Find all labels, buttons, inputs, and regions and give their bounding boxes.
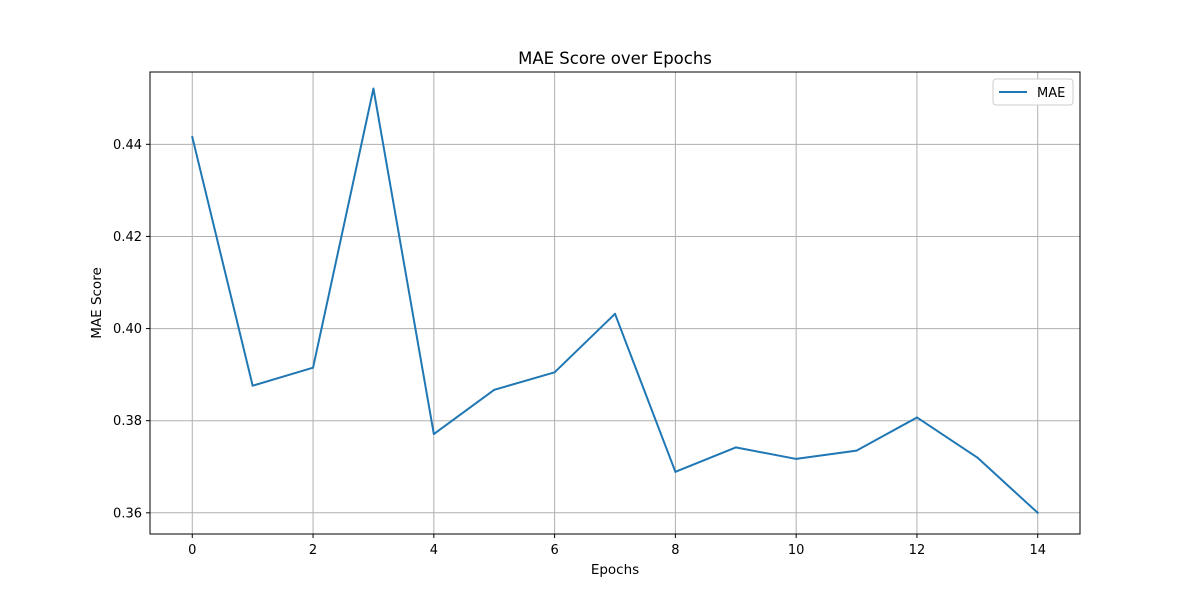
y-tick-label: 0.38	[113, 414, 142, 429]
x-tick-label: 12	[909, 543, 926, 558]
tick-layer: 0 2 4 6 8 10 12 14 0.36 0.38 0.40 0.42 0.44	[113, 138, 1046, 558]
legend: MAE	[992, 78, 1074, 106]
data-point	[372, 87, 375, 90]
data-point	[191, 135, 194, 138]
legend-box	[992, 78, 1074, 106]
data-point	[855, 449, 858, 452]
data-point	[614, 312, 616, 315]
legend-label-mae: MAE	[1037, 86, 1065, 101]
grid-layer	[150, 72, 1080, 534]
data-point	[432, 433, 435, 436]
x-tick-label: 10	[788, 543, 805, 558]
x-tick-label: 4	[430, 543, 438, 558]
series-layer	[191, 87, 1039, 514]
plot-frame	[149, 71, 1081, 535]
data-point	[674, 470, 677, 473]
x-tick-label: 0	[188, 543, 196, 558]
data-point	[795, 457, 798, 460]
data-point	[734, 446, 737, 449]
data-point	[493, 388, 496, 391]
y-tick-label: 0.40	[113, 322, 142, 337]
data-point	[1036, 511, 1039, 514]
y-tick-label: 0.44	[113, 138, 142, 153]
data-point	[915, 416, 918, 419]
y-axis-label: MAE Score	[89, 267, 105, 339]
x-tick-label: 14	[1029, 543, 1046, 558]
x-tick-label: 8	[671, 543, 679, 558]
chart-title: MAE Score over Epochs	[518, 49, 712, 68]
x-axis-label: Epochs	[591, 562, 639, 578]
data-point	[312, 366, 315, 369]
y-tick-label: 0.42	[113, 230, 142, 245]
data-point	[553, 371, 556, 374]
data-point	[251, 384, 254, 387]
data-point	[976, 456, 979, 459]
x-tick-label: 6	[550, 543, 558, 558]
x-tick-label: 2	[309, 543, 317, 558]
y-tick-label: 0.36	[113, 506, 142, 521]
